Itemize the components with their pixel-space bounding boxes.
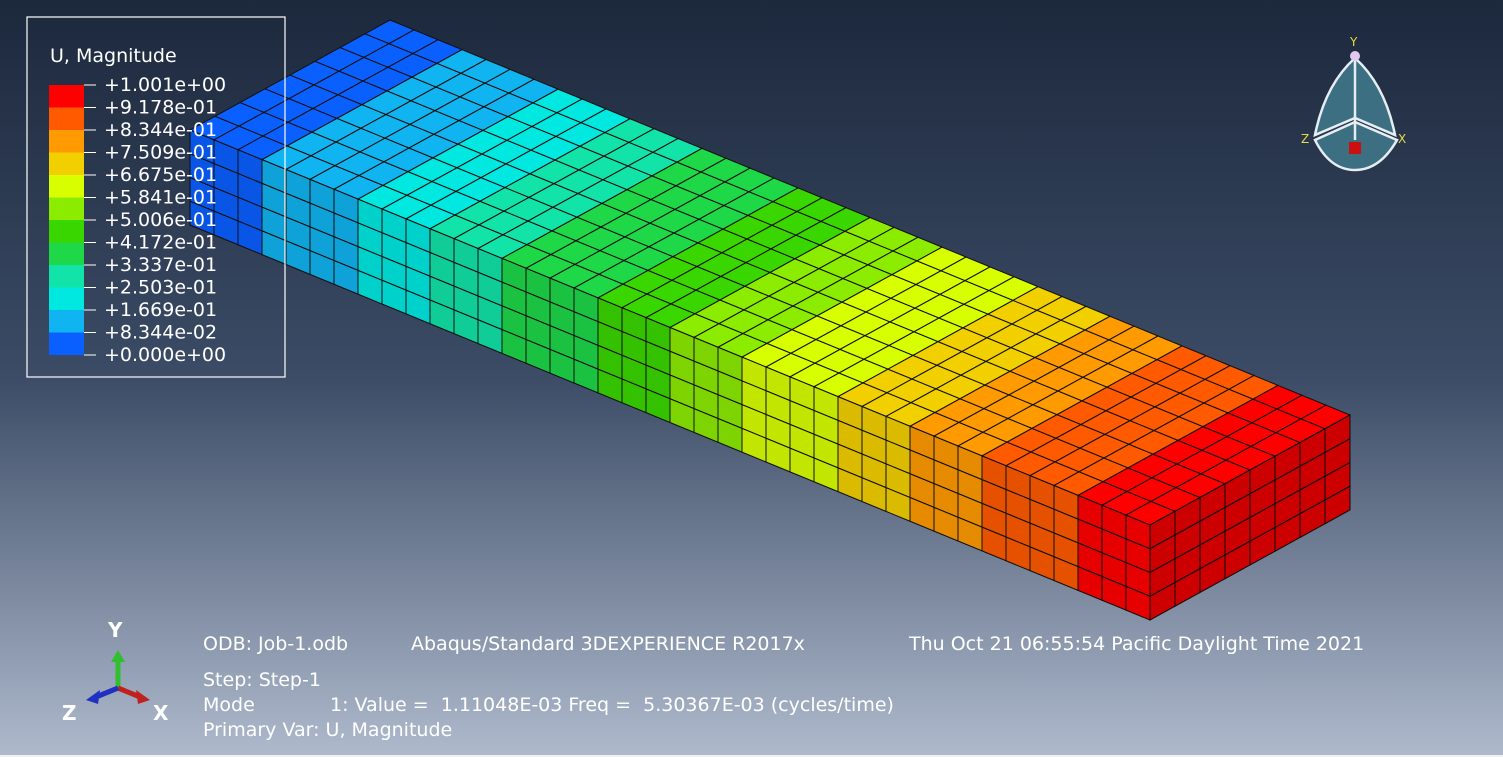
info-solver: Abaqus/Standard 3DEXPERIENCE R2017x (411, 633, 805, 655)
legend-swatch (49, 220, 84, 243)
triad-z-axis (95, 685, 119, 700)
info-primary-var: Primary Var: U, Magnitude (203, 719, 452, 741)
legend-swatch (49, 107, 84, 130)
legend-label: +0.000e+00 (104, 344, 226, 366)
legend-label: +1.001e+00 (104, 74, 226, 96)
view-cube-z: Z (1301, 132, 1309, 146)
legend-label: +1.669e-01 (104, 299, 217, 321)
legend-label: +7.509e-01 (104, 142, 217, 164)
legend-label: +5.006e-01 (104, 209, 217, 231)
info-step: Step: Step-1 (203, 669, 321, 691)
triad-z-arrow (86, 690, 100, 704)
legend-swatch (49, 130, 84, 153)
legend-swatch (49, 85, 84, 108)
legend: +1.001e+00+9.178e-01+8.344e-01+7.509e-01… (49, 74, 226, 366)
bottom-strip (0, 755, 1503, 757)
mesh (188, 19, 1352, 621)
view-cube: Y Z X (1301, 35, 1406, 172)
mesh-element (1324, 485, 1351, 525)
triad-x-axis (117, 685, 141, 700)
legend-swatch (49, 152, 84, 175)
info-odb: ODB: Job-1.odb (203, 633, 348, 655)
triad: Y Z X (62, 618, 169, 725)
legend-label: +9.178e-01 (104, 97, 217, 119)
legend-swatch (49, 175, 84, 198)
legend-label: +5.841e-01 (104, 187, 217, 209)
legend-swatch (49, 265, 84, 288)
legend-box (26, 16, 286, 378)
info-mode: 1: Value = 1.11048E-03 Freq = 5.30367E-0… (330, 694, 894, 716)
view-cube-dot (1350, 51, 1360, 61)
legend-label: +2.503e-01 (104, 277, 217, 299)
triad-x-arrow (136, 690, 150, 704)
legend-title: U, Magnitude (50, 45, 177, 67)
legend-swatch (49, 332, 84, 355)
legend-swatch (49, 310, 84, 333)
legend-swatch (49, 242, 84, 265)
info-mode-label: Mode (203, 694, 255, 716)
legend-label: +3.337e-01 (104, 254, 217, 276)
triad-x-label: X (153, 701, 169, 725)
legend-label: +8.344e-02 (104, 322, 217, 344)
legend-swatch (49, 197, 84, 220)
legend-label: +4.172e-01 (104, 232, 217, 254)
info-date: Thu Oct 21 06:55:54 Pacific Daylight Tim… (908, 633, 1364, 655)
view-cube-x: X (1398, 132, 1406, 146)
legend-swatch (49, 287, 84, 310)
view-cube-y: Y (1349, 35, 1358, 49)
triad-y-label: Y (107, 618, 123, 642)
view-cube-marker (1349, 142, 1361, 154)
triad-y-arrow (111, 650, 125, 662)
triad-z-label: Z (62, 701, 77, 725)
legend-label: +6.675e-01 (104, 164, 217, 186)
legend-label: +8.344e-01 (104, 119, 217, 141)
